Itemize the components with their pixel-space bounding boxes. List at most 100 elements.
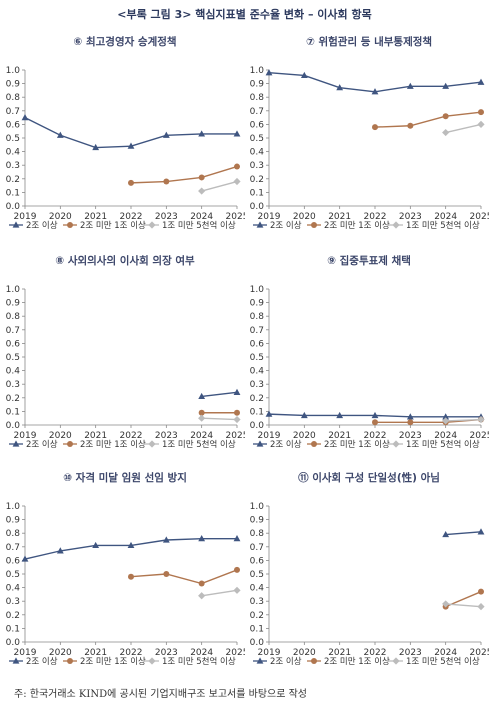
data-point: [127, 142, 135, 149]
data-point: [56, 131, 64, 138]
data-point: [233, 177, 241, 186]
data-point: [265, 69, 273, 76]
y-tick-label: 0.8: [250, 312, 265, 322]
x-tick-label: 2019: [258, 212, 281, 222]
legend-marker: [67, 658, 73, 664]
y-tick-label: 1.0: [6, 285, 21, 295]
series-3: [198, 586, 241, 600]
data-point: [442, 128, 450, 137]
legend-label: 2조 미만 1조 이상: [80, 656, 146, 667]
y-tick-label: 0.9: [250, 516, 265, 526]
chart-svg: 0.0 0.1 0.2 0.3 0.4 0.5 0.6 0.7 0.8 0.9 1.0 2019 202…: [6, 66, 245, 231]
legend-marker: [67, 222, 73, 228]
y-tick-label: 0.3: [250, 597, 264, 607]
y-tick-label: 1.0: [250, 285, 265, 295]
data-point: [407, 419, 414, 426]
y-tick-label: 1.0: [6, 66, 21, 76]
x-tick-label: 2020: [49, 431, 72, 441]
y-tick-label: 0.0: [6, 421, 21, 431]
series-3: [198, 177, 241, 195]
chart-title: ⑧ 사외의사의 이사회 의장 여부: [55, 255, 195, 267]
data-point: [198, 392, 206, 400]
legend-label: 1조 미만 5천억 이상: [406, 220, 480, 231]
data-point: [372, 419, 378, 426]
data-point: [233, 415, 241, 424]
data-point: [198, 187, 206, 195]
series-2: [128, 566, 240, 587]
y-tick-label: 0.0: [6, 638, 21, 648]
legend-label: 2조 미만 1조 이상: [324, 439, 390, 450]
y-tick-label: 0.3: [250, 380, 264, 390]
y-tick-label: 0.0: [6, 202, 21, 212]
data-point: [56, 547, 64, 554]
legend-marker: [392, 657, 400, 665]
y-tick-label: 0.5: [6, 353, 20, 363]
series-3: [442, 120, 485, 137]
y-tick-label: 0.4: [250, 584, 265, 594]
x-tick-label: 2021: [328, 431, 351, 441]
x-tick-label: 2023: [399, 431, 422, 441]
y-tick-label: 0.7: [6, 543, 20, 553]
series-2: [372, 109, 484, 131]
data-point: [265, 410, 273, 417]
legend-marker: [12, 221, 20, 228]
series-3: [198, 414, 241, 424]
series-line: [130, 165, 238, 184]
legend-label: 2조 미만 1조 이상: [80, 439, 146, 450]
data-point: [198, 409, 205, 416]
x-tick-label: 2021: [328, 212, 351, 222]
x-tick-label: 2025: [226, 212, 245, 222]
x-tick-label: 2020: [49, 212, 72, 222]
data-point: [198, 592, 206, 600]
legend-marker: [392, 221, 400, 229]
data-point: [300, 411, 308, 419]
data-point: [234, 566, 240, 573]
chart-svg: 0.0 0.1 0.2 0.3 0.4 0.5 0.6 0.7 0.8 0.9 1.0 2019 202…: [6, 285, 245, 450]
x-tick-label: 2022: [364, 648, 387, 658]
data-point: [478, 109, 484, 116]
legend-label: 2조 미만 1조 이상: [324, 220, 390, 231]
series-1: [198, 388, 241, 400]
y-tick-label: 0.6: [250, 339, 265, 349]
data-point: [372, 124, 378, 131]
y-tick-label: 0.9: [6, 80, 21, 90]
y-tick-label: 0.0: [250, 202, 265, 212]
legend-label: 2조 이상: [270, 439, 302, 450]
y-tick-label: 0.1: [250, 188, 264, 198]
y-tick-label: 0.5: [250, 353, 264, 363]
series-line: [201, 180, 238, 192]
y-tick-label: 0.7: [6, 326, 20, 336]
data-point: [407, 122, 414, 129]
y-tick-label: 0.4: [250, 148, 265, 158]
legend-label: 2조 이상: [26, 656, 58, 667]
x-tick-label: 2019: [14, 212, 37, 222]
series-line: [201, 417, 238, 421]
data-point: [300, 71, 308, 79]
data-point: [92, 143, 100, 151]
x-tick-label: 2021: [328, 648, 351, 658]
x-tick-label: 2024: [434, 212, 457, 222]
data-point: [128, 179, 134, 186]
y-tick-label: 0.1: [6, 188, 20, 198]
x-tick-label: 2024: [434, 648, 457, 658]
data-point: [406, 413, 414, 420]
y-tick-label: 1.0: [250, 502, 265, 512]
y-tick-label: 0.1: [250, 407, 264, 417]
legend-label: 2조 이상: [26, 439, 58, 450]
x-tick-label: 2023: [155, 431, 178, 441]
x-tick-label: 2019: [258, 648, 281, 658]
x-tick-label: 2020: [293, 212, 316, 222]
series-line: [445, 418, 482, 422]
chart-panel-internal-control: ⑦ 위험관리 등 내부통제정책 0.0 0.1 0.2 0.3 0.4 0.5 0.6 0.7 0…: [249, 34, 489, 239]
series-2: [372, 416, 484, 426]
legend-label: 2조 이상: [270, 656, 302, 667]
legend-label: 1조 미만 5천억 이상: [162, 656, 236, 667]
x-tick-label: 2024: [190, 212, 213, 222]
data-point: [198, 174, 205, 181]
chart-svg: 0.0 0.1 0.2 0.3 0.4 0.5 0.6 0.7 0.8 0.9 1.0 2019 202…: [6, 502, 245, 667]
chart-svg: 0.0 0.1 0.2 0.3 0.4 0.5 0.6 0.7 0.8 0.9 1.0 2019 202…: [250, 502, 489, 667]
y-tick-label: 0.7: [6, 107, 20, 117]
legend-marker: [12, 440, 20, 447]
x-tick-label: 2021: [84, 431, 107, 441]
y-tick-label: 0.2: [250, 394, 264, 404]
